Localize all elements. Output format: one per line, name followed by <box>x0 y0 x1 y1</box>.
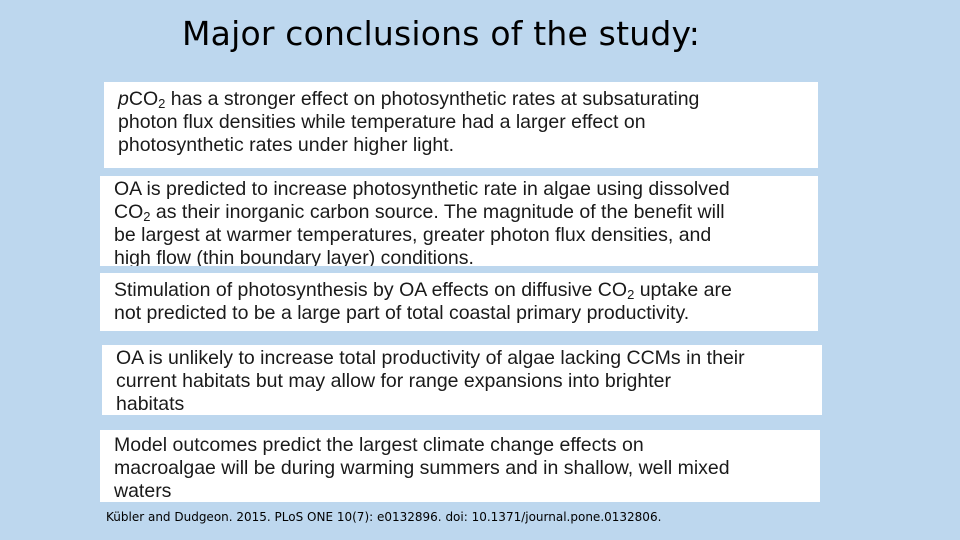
conclusion-4-line-3: habitats <box>116 393 185 415</box>
conclusion-2-line-1: OA is predicted to increase photosynthet… <box>114 178 730 200</box>
conclusion-1-line-1: pCO2 has a stronger effect on photosynth… <box>118 88 808 111</box>
conclusion-1-line-2: photon flux densities while temperature … <box>118 111 646 133</box>
conclusion-2-line-3: be largest at warmer temperatures, great… <box>114 224 712 246</box>
subscript-2: 2 <box>143 209 151 224</box>
conclusion-box-2: OA is predicted to increase photosynthet… <box>100 176 818 266</box>
conclusion-5-line-2: macroalgae will be during warming summer… <box>114 457 730 479</box>
co-text: CO <box>114 201 144 223</box>
conclusion-box-5: Model outcomes predict the largest clima… <box>100 430 820 502</box>
conclusion-text-2: OA is predicted to increase photosynthet… <box>114 178 808 266</box>
conclusion-3-line-2: not predicted to be a large part of tota… <box>114 302 690 324</box>
conclusion-box-4: OA is unlikely to increase total product… <box>102 345 822 415</box>
co-text: CO <box>128 88 159 110</box>
pco2-italic-p: p <box>118 88 129 110</box>
conclusion-5-line-1: Model outcomes predict the largest clima… <box>114 434 644 456</box>
conclusion-text-3: Stimulation of photosynthesis by OA effe… <box>114 279 808 325</box>
conclusion-4-line-2: current habitats but may allow for range… <box>116 370 671 392</box>
line-text: has a stronger effect on photosynthetic … <box>165 88 700 110</box>
conclusion-text-1: pCO2 has a stronger effect on photosynth… <box>118 88 808 157</box>
conclusion-3-line-1: Stimulation of photosynthesis by OA effe… <box>114 279 808 302</box>
subscript-2: 2 <box>627 287 635 302</box>
conclusion-box-1: pCO2 has a stronger effect on photosynth… <box>104 82 818 168</box>
slide-title: Major conclusions of the study: <box>182 14 701 53</box>
conclusion-2-line-2: CO2 as their inorganic carbon source. Th… <box>114 201 808 224</box>
conclusion-5-line-3: waters <box>114 480 172 502</box>
conclusion-1-line-3: photosynthetic rates under higher light. <box>118 134 455 156</box>
line-text: as their inorganic carbon source. The ma… <box>150 201 725 223</box>
line-text: Stimulation of photosynthesis by OA effe… <box>114 279 628 301</box>
line-text: uptake are <box>634 279 732 301</box>
conclusion-box-3: Stimulation of photosynthesis by OA effe… <box>100 273 818 331</box>
conclusion-text-4: OA is unlikely to increase total product… <box>116 347 812 415</box>
conclusion-2-line-4: high flow (thin boundary layer) conditio… <box>114 247 474 266</box>
conclusion-4-line-1: OA is unlikely to increase total product… <box>116 347 745 369</box>
citation: Kübler and Dudgeon. 2015. PLoS ONE 10(7)… <box>106 510 662 524</box>
conclusion-text-5: Model outcomes predict the largest clima… <box>114 434 810 502</box>
subscript-2: 2 <box>158 96 166 111</box>
